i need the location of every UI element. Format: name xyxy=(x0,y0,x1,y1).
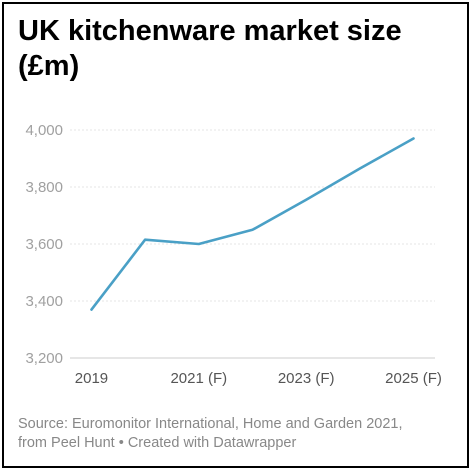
y-tick-label: 3,600 xyxy=(25,236,63,253)
y-tick-label: 3,200 xyxy=(25,350,63,367)
x-tick-label: 2021 (F) xyxy=(170,370,227,387)
source-line-2: from Peel Hunt • Created with Datawrappe… xyxy=(18,435,297,451)
x-tick-label: 2025 (F) xyxy=(385,370,442,387)
y-tick-label: 3,400 xyxy=(25,293,63,310)
source-line-1: Source: Euromonitor International, Home … xyxy=(18,416,403,432)
y-tick-label: 4,000 xyxy=(25,122,63,139)
series-line xyxy=(90,137,415,311)
x-tick-label: 2019 xyxy=(75,370,108,387)
x-tick-label: 2023 (F) xyxy=(278,370,335,387)
y-tick-label: 3,800 xyxy=(25,179,63,196)
source-note: Source: Euromonitor International, Home … xyxy=(18,415,458,453)
chart-title: UK kitchenware market size (£m) xyxy=(18,15,402,82)
